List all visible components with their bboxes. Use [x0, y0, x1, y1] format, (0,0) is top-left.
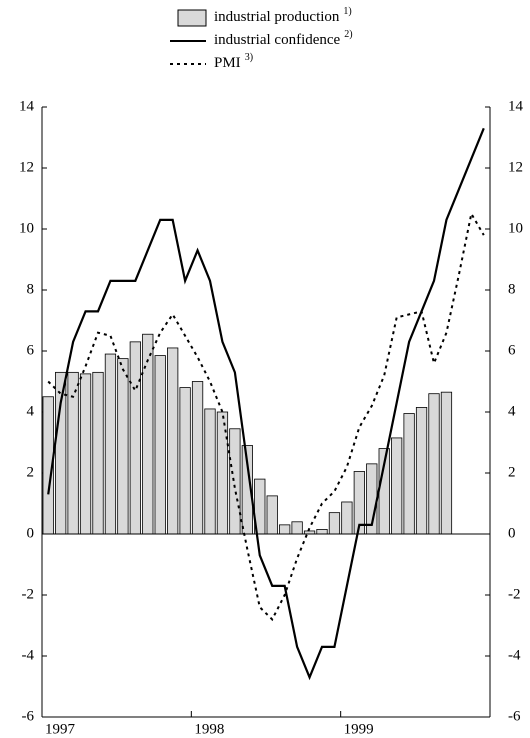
bar — [328, 512, 341, 535]
legend-swatch — [177, 9, 207, 27]
y2-tick-label: 14 — [508, 98, 524, 114]
bar — [341, 501, 353, 535]
bar — [154, 355, 166, 535]
bar — [291, 521, 303, 535]
y2-tick-label: 4 — [508, 403, 516, 419]
bar — [167, 347, 179, 535]
bar — [55, 371, 67, 535]
y2-tick-label: 12 — [508, 159, 523, 175]
legend-note: 1) — [343, 6, 351, 17]
y-tick-label: 2 — [27, 464, 35, 480]
legend-name: industrial confidence — [214, 32, 341, 48]
y-tick-label: 0 — [27, 525, 35, 541]
y-tick-label: 10 — [19, 220, 34, 236]
y2-tick-label: 6 — [508, 342, 516, 358]
y-tick-label: -4 — [22, 647, 35, 663]
bar — [440, 391, 453, 535]
bar — [117, 358, 129, 535]
y-tick-label: 6 — [27, 342, 35, 358]
x-tick-label: 1999 — [344, 721, 374, 737]
legend-name: industrial production — [214, 9, 340, 25]
bar — [266, 495, 278, 535]
y2-tick-label: -2 — [508, 586, 521, 602]
bar — [142, 333, 154, 535]
legend-note: 3) — [245, 52, 253, 63]
legend-entry: industrial production 1) — [214, 6, 352, 25]
bar — [191, 381, 204, 535]
bar — [204, 408, 216, 535]
bar — [129, 341, 141, 535]
bar — [92, 371, 104, 535]
legend-entry: PMI 3) — [214, 52, 253, 71]
bar — [229, 428, 241, 535]
y-tick-label: 8 — [27, 281, 35, 297]
bar — [415, 407, 428, 535]
y2-tick-label: 0 — [508, 525, 516, 541]
bar — [104, 353, 117, 535]
y2-tick-label: -4 — [508, 647, 521, 663]
bar — [179, 387, 191, 535]
bar — [403, 413, 415, 535]
x-tick-label: 1998 — [194, 721, 224, 737]
legend-note: 2) — [344, 29, 352, 40]
x-tick-label: 1997 — [45, 721, 76, 737]
y2-tick-label: 10 — [508, 220, 523, 236]
y2-tick-label: 2 — [508, 464, 516, 480]
y2-tick-label: 8 — [508, 281, 516, 297]
y-tick-label: 14 — [19, 98, 35, 114]
y2-tick-label: -6 — [508, 708, 521, 724]
bar — [316, 529, 328, 535]
bar — [391, 437, 403, 535]
y-tick-label: 12 — [19, 159, 34, 175]
legend-entry: industrial confidence 2) — [214, 29, 353, 48]
line-series — [47, 127, 485, 681]
y-tick-label: 4 — [27, 403, 35, 419]
legend-name: PMI — [214, 55, 241, 71]
bar — [428, 393, 440, 535]
bar — [279, 524, 291, 535]
y-tick-label: -2 — [22, 586, 35, 602]
line-series — [47, 210, 485, 622]
bar — [79, 373, 92, 535]
y-tick-label: -6 — [22, 708, 35, 724]
